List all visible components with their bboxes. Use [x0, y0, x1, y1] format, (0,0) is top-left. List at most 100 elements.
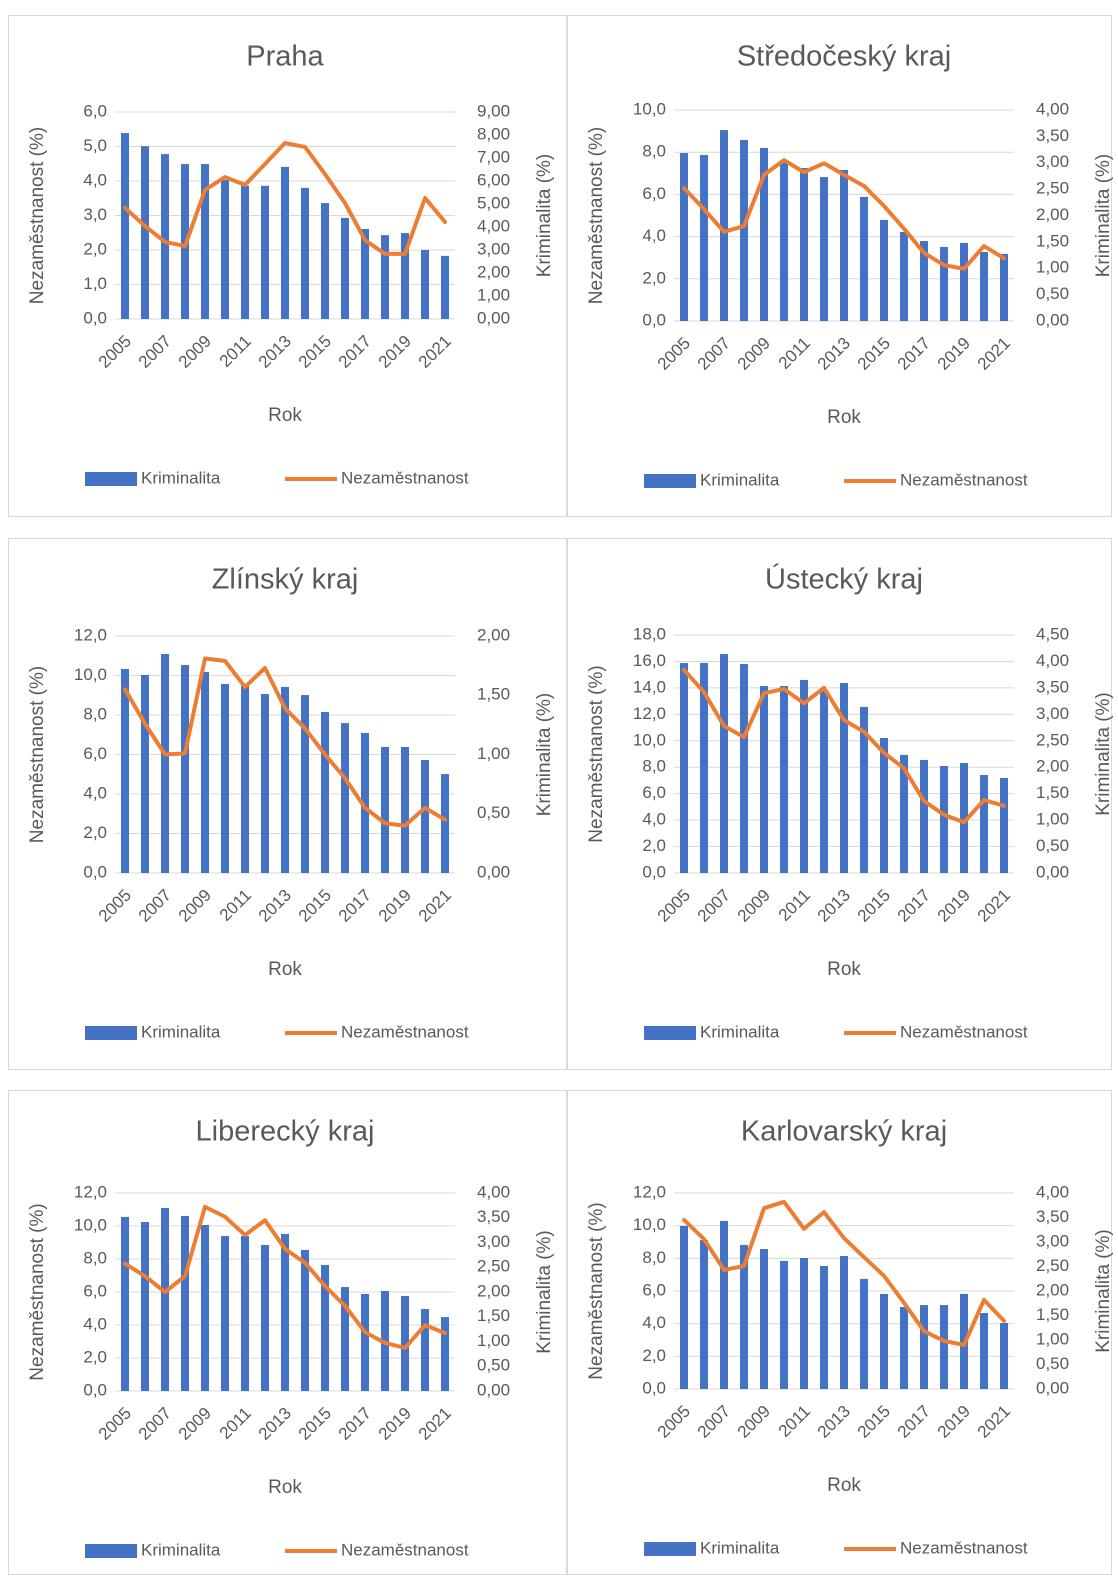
- x-tick-label: 2017: [894, 334, 934, 374]
- bar: [980, 775, 988, 873]
- y2-tick-label: 3,00: [477, 239, 510, 258]
- x-tick-label: 2017: [335, 886, 375, 926]
- bar: [321, 203, 329, 319]
- y-tick-label: 12,0: [74, 1182, 107, 1201]
- bar: [720, 1220, 728, 1389]
- bar: [361, 1293, 369, 1391]
- y2-tick-label: 3,00: [1036, 152, 1069, 171]
- x-tick-label: 2005: [95, 332, 135, 372]
- y-tick-label: 0,0: [83, 308, 107, 327]
- y2-axis-label: Kriminalita (%): [1093, 692, 1114, 816]
- y-tick-label: 6,0: [83, 101, 107, 120]
- bar: [321, 712, 329, 873]
- y2-axis-label: Kriminalita (%): [534, 693, 555, 817]
- bar: [441, 774, 449, 873]
- y2-tick-label: 0,00: [1036, 310, 1069, 329]
- x-axis-label: Rok: [268, 1477, 302, 1498]
- bar: [161, 154, 169, 319]
- y-tick-label: 8,0: [83, 1248, 107, 1267]
- y2-tick-label: 6,00: [477, 170, 510, 189]
- y2-tick-label: 3,50: [1036, 677, 1069, 696]
- bar: [221, 683, 229, 873]
- y2-tick-label: 4,00: [1036, 1182, 1069, 1201]
- x-axis-label: Rok: [827, 407, 861, 428]
- bar: [780, 1260, 788, 1389]
- x-tick-label: 2005: [654, 886, 694, 926]
- bar: [1000, 253, 1008, 321]
- x-tick-label: 2019: [934, 886, 974, 926]
- bar: [940, 766, 948, 873]
- line-series: [123, 1204, 447, 1350]
- bar: [161, 1208, 169, 1391]
- y2-tick-label: 3,00: [477, 1232, 510, 1251]
- bar: [840, 682, 848, 873]
- x-tick-label: 2005: [95, 1404, 135, 1444]
- y2-tick-label: 2,50: [1036, 179, 1069, 198]
- bar: [860, 196, 868, 321]
- y2-tick-label: 1,50: [477, 685, 510, 704]
- y-tick-label: 3,0: [83, 205, 107, 224]
- x-tick-label: 2021: [415, 1404, 455, 1444]
- x-tick-label: 2015: [854, 334, 894, 374]
- bar: [720, 130, 728, 321]
- chart-panel: Středočeský kraj 0,0 2,0 4,0 6,0 8,0 10,0 0,00 0…: [567, 15, 1114, 517]
- y-tick-label: 0,0: [83, 1380, 107, 1399]
- x-tick-label: 2009: [175, 886, 215, 926]
- y-tick-label: 12,0: [74, 625, 107, 644]
- bar: [281, 686, 289, 873]
- bar: [281, 1233, 289, 1391]
- y2-axis-label: Kriminalita (%): [534, 154, 555, 278]
- bar: [221, 179, 229, 319]
- y2-tick-label: 2,50: [1036, 730, 1069, 749]
- chart-title: Středočeský kraj: [737, 41, 951, 73]
- bar: [201, 164, 209, 319]
- y-tick-label: 4,0: [83, 1314, 107, 1333]
- panel-border: [567, 1090, 1112, 1575]
- x-tick-label: 2015: [295, 332, 335, 372]
- bar: [301, 1249, 309, 1391]
- y2-tick-label: 9,00: [477, 101, 510, 120]
- y2-tick-label: 3,00: [1036, 1231, 1069, 1250]
- x-tick-label: 2015: [295, 886, 335, 926]
- y-tick-label: 6,0: [83, 744, 107, 763]
- bar: [181, 665, 189, 873]
- y-tick-label: 8,0: [642, 757, 666, 776]
- x-tick-label: 2007: [135, 886, 175, 926]
- y-tick-label: 10,0: [74, 1215, 107, 1234]
- x-tick-label: 2013: [814, 886, 854, 926]
- legend-swatch: [644, 1026, 696, 1040]
- x-tick-label: 2011: [216, 332, 255, 371]
- chart-title: Ústecký kraj: [765, 563, 923, 596]
- y-tick-label: 10,0: [633, 99, 666, 118]
- chart-title: Praha: [246, 41, 324, 73]
- y-tick-label: 6,0: [83, 1281, 107, 1300]
- bar: [980, 252, 988, 321]
- bar: [820, 1266, 828, 1389]
- x-tick-label: 2007: [694, 886, 734, 926]
- y2-tick-label: 1,00: [477, 744, 510, 763]
- y2-axis-label: Kriminalita (%): [1093, 154, 1114, 278]
- y2-tick-label: 1,50: [1036, 783, 1069, 802]
- bar: [680, 663, 688, 873]
- y-tick-label: 10,0: [633, 730, 666, 749]
- y-axis-label: Nezaměstnanost (%): [586, 1202, 607, 1379]
- x-tick-label: 2013: [255, 886, 295, 926]
- x-tick-label: 2011: [216, 1404, 255, 1443]
- bar: [700, 663, 708, 873]
- y-tick-label: 0,0: [642, 1378, 666, 1397]
- bar: [341, 723, 349, 873]
- bar: [780, 160, 788, 321]
- x-tick-label: 2019: [375, 332, 415, 372]
- x-axis-label: Rok: [268, 405, 302, 426]
- bar: [920, 759, 928, 873]
- x-tick-label: 2007: [694, 334, 734, 374]
- y2-axis-label: Kriminalita (%): [534, 1230, 555, 1354]
- bar: [301, 187, 309, 319]
- bar: [381, 746, 389, 873]
- bar: [161, 653, 169, 873]
- legend-label: Nezaměstnanost: [900, 1538, 1028, 1557]
- y2-tick-label: 0,50: [477, 1356, 510, 1375]
- bar: [141, 146, 149, 319]
- x-tick-label: 2009: [734, 1402, 774, 1442]
- y-tick-label: 4,0: [642, 226, 666, 245]
